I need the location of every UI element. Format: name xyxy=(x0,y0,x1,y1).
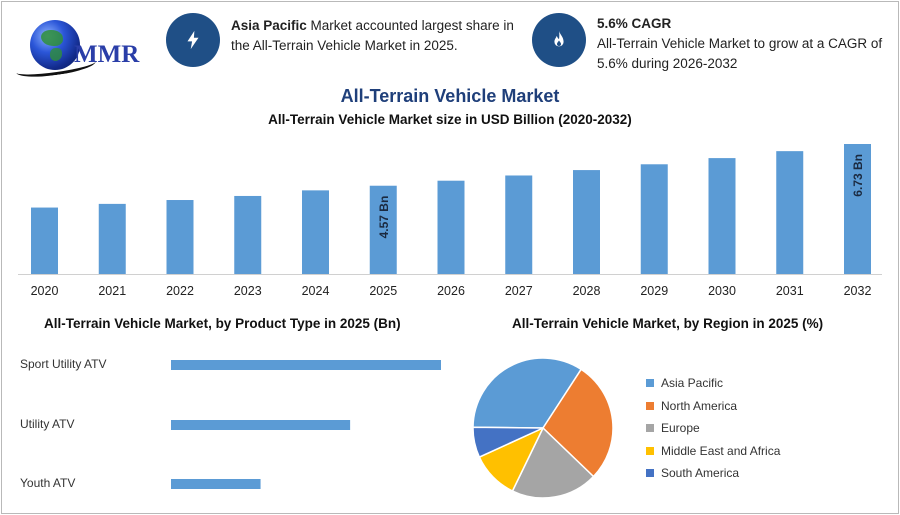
mmr-logo: MMR xyxy=(14,15,140,81)
hbar-youth-atv xyxy=(171,479,261,489)
x-tick-2020: 2020 xyxy=(31,284,59,298)
legend-item-middle-east-and-africa: Middle East and Africa xyxy=(646,440,780,463)
bar-2032 xyxy=(844,144,871,274)
highlight-cagr-text: All-Terrain Vehicle Market to grow at a … xyxy=(597,36,883,71)
legend-label: Asia Pacific xyxy=(661,376,724,391)
hbar-sport-utility-atv xyxy=(171,360,441,370)
x-tick-2024: 2024 xyxy=(302,284,330,298)
highlight-cagr: 5.6% CAGR All-Terrain Vehicle Market to … xyxy=(597,14,897,74)
x-tick-2027: 2027 xyxy=(505,284,533,298)
bar-2027 xyxy=(505,175,533,274)
page-title: All-Terrain Vehicle Market xyxy=(340,86,560,106)
region-chart-title: All-Terrain Vehicle Market, by Region in… xyxy=(512,316,824,331)
legend-item-north-america: North America xyxy=(646,395,780,418)
product-type-chart-title: All-Terrain Vehicle Market, by Product T… xyxy=(44,316,401,331)
legend-swatch xyxy=(646,446,654,455)
highlight-region-text: Market accounted largest share in the Al… xyxy=(231,18,514,53)
highlight-cagr-bold: 5.6% CAGR xyxy=(597,16,672,31)
x-tick-2022: 2022 xyxy=(166,284,194,298)
x-tick-2029: 2029 xyxy=(640,284,668,298)
flame-icon xyxy=(532,13,586,67)
bar-2029 xyxy=(640,164,668,274)
region-pie-chart xyxy=(472,357,614,499)
x-tick-2025: 2025 xyxy=(369,284,397,298)
legend-swatch xyxy=(646,469,654,478)
legend-swatch xyxy=(646,424,654,433)
bar-chart-title: All-Terrain Vehicle Market size in USD B… xyxy=(268,112,632,127)
x-tick-2021: 2021 xyxy=(98,284,126,298)
lightning-icon xyxy=(166,13,220,67)
bar-2028 xyxy=(573,170,600,274)
bar-2022 xyxy=(166,200,194,274)
logo-text: MMR xyxy=(74,41,140,68)
region-legend: Asia Pacific North America Europe Middle Ea… xyxy=(646,372,780,485)
x-tick-2030: 2030 xyxy=(708,284,736,298)
legend-item-europe: Europe xyxy=(646,417,780,440)
highlight-region-share: Asia Pacific Market accounted largest sh… xyxy=(231,16,531,56)
bar-2020 xyxy=(31,207,58,274)
hbar-label-youth-atv: Youth ATV xyxy=(20,476,76,490)
x-tick-2032: 2032 xyxy=(844,284,872,298)
data-label-2025: 4.57 Bn xyxy=(377,196,391,239)
legend-label: Europe xyxy=(661,421,700,436)
highlight-region-bold: Asia Pacific xyxy=(231,18,307,33)
legend-item-south-america: South America xyxy=(646,462,780,485)
bar-2024 xyxy=(302,190,329,274)
legend-item-asia-pacific: Asia Pacific xyxy=(646,372,780,395)
legend-label: North America xyxy=(661,398,738,413)
legend-label: Middle East and Africa xyxy=(661,443,781,458)
hbar-label-utility-atv: Utility ATV xyxy=(20,417,75,431)
bar-2026 xyxy=(437,180,465,274)
x-tick-2023: 2023 xyxy=(234,284,262,298)
legend-swatch xyxy=(646,379,654,388)
pie-slice-south-america xyxy=(472,426,544,459)
data-label-2032: 6.73 Bn xyxy=(851,154,865,197)
hbar-label-sport-utility-atv: Sport Utility ATV xyxy=(20,357,107,371)
bar-2023 xyxy=(234,195,262,274)
bar-2030 xyxy=(708,158,736,274)
product-type-chart xyxy=(171,360,441,489)
x-tick-2031: 2031 xyxy=(776,284,804,298)
yearly-market-size-chart: 2020 2021 2022 2023 2024 2025 4.57 Bn 2026 2027 2… xyxy=(18,144,882,298)
bar-2021 xyxy=(98,203,126,274)
bar-2031 xyxy=(776,151,804,274)
pie-slice-europe xyxy=(511,426,595,499)
x-tick-2028: 2028 xyxy=(573,284,601,298)
legend-label: South America xyxy=(661,466,740,481)
x-tick-2026: 2026 xyxy=(437,284,465,298)
legend-swatch xyxy=(646,401,654,410)
pie-slice-north-america xyxy=(542,368,614,478)
bar-2025 xyxy=(369,185,397,274)
hbar-utility-atv xyxy=(171,420,351,430)
